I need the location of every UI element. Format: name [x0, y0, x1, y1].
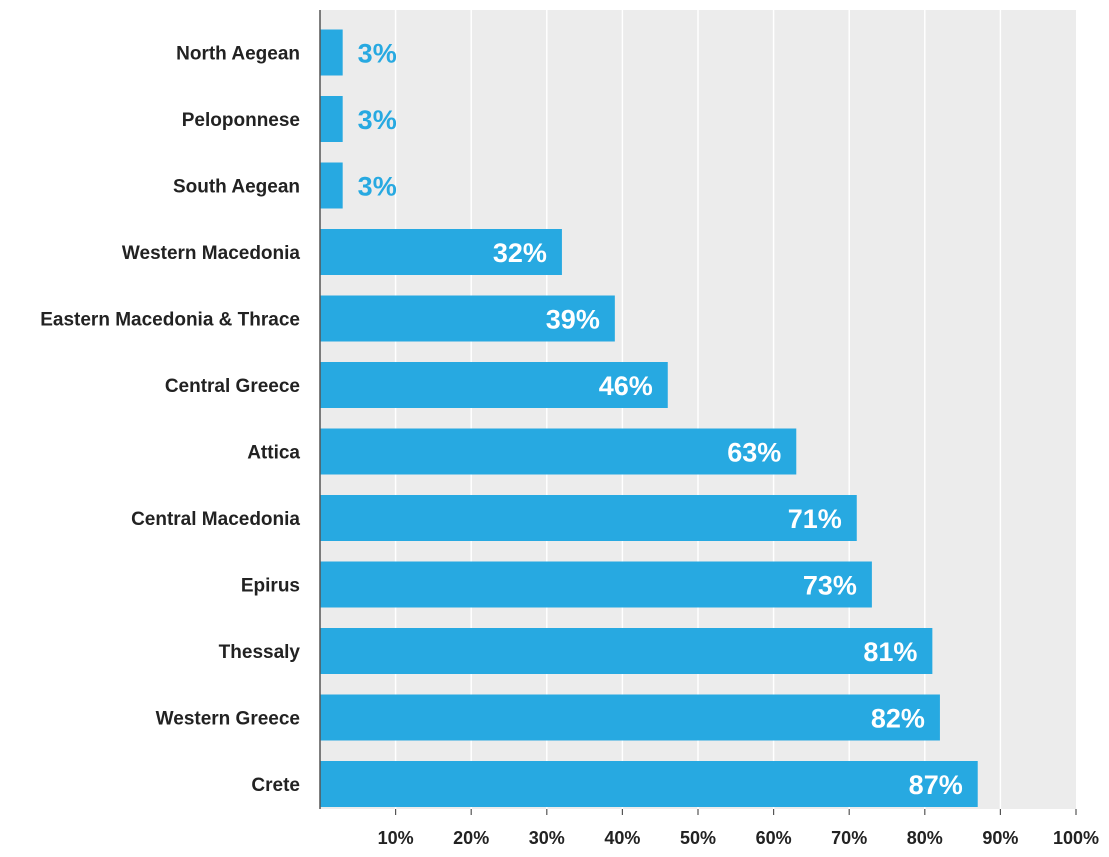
value-label: 71% — [788, 504, 842, 534]
category-label: North Aegean — [176, 44, 300, 65]
x-tick-label: 90% — [982, 828, 1018, 848]
x-tick-label: 70% — [831, 828, 867, 848]
x-tick-label: 60% — [756, 828, 792, 848]
category-label: South Aegean — [173, 177, 300, 198]
value-label: 73% — [803, 571, 857, 601]
value-label: 63% — [727, 438, 781, 468]
category-label: Peloponnese — [182, 110, 300, 131]
value-label: 3% — [358, 172, 397, 202]
bars — [320, 29, 978, 807]
x-tick-label: 10% — [378, 828, 414, 848]
value-label: 39% — [546, 305, 600, 335]
value-label: 46% — [599, 371, 653, 401]
bar — [320, 162, 343, 209]
category-label: Attica — [247, 443, 300, 464]
bar — [320, 295, 615, 342]
value-label: 87% — [909, 770, 963, 800]
bar — [320, 362, 668, 408]
value-label: 81% — [863, 637, 917, 667]
bar — [320, 761, 978, 807]
category-label: Central Greece — [165, 376, 300, 397]
bar — [320, 628, 933, 674]
x-tick-label: 50% — [680, 828, 716, 848]
value-label: 3% — [358, 39, 397, 69]
bar — [320, 495, 857, 541]
x-tick-label: 80% — [907, 828, 943, 848]
bar — [320, 694, 940, 741]
category-labels: North Aegean Peloponnese South Aegean Weste… — [40, 44, 300, 797]
x-tick-label: 100% — [1053, 828, 1099, 848]
value-labels: 3% 3% 3% 32% 39% 46% 63% 71% 73% 81% 82% 87% — [358, 39, 963, 801]
bar — [320, 561, 872, 608]
category-label: Central Macedonia — [131, 509, 300, 530]
gridlines — [394, 10, 1002, 809]
category-label: Eastern Macedonia & Thrace — [40, 310, 300, 331]
category-label: Thessaly — [219, 642, 301, 663]
x-axis-ticks: 10% 20% 30% 40% 50% 60% 70% 80% 90% 100% — [378, 809, 1099, 848]
x-tick-label: 40% — [604, 828, 640, 848]
category-label: Epirus — [241, 576, 300, 597]
value-label: 82% — [871, 704, 925, 734]
x-tick-label: 30% — [529, 828, 565, 848]
bar — [320, 229, 562, 275]
category-label: Western Macedonia — [122, 243, 301, 264]
bar — [320, 29, 343, 76]
value-label: 3% — [358, 105, 397, 135]
category-label: Crete — [251, 775, 300, 796]
category-label: Western Greece — [156, 709, 300, 730]
x-tick-label: 20% — [453, 828, 489, 848]
bar — [320, 428, 797, 475]
value-label: 32% — [493, 238, 547, 268]
bar — [320, 96, 343, 142]
